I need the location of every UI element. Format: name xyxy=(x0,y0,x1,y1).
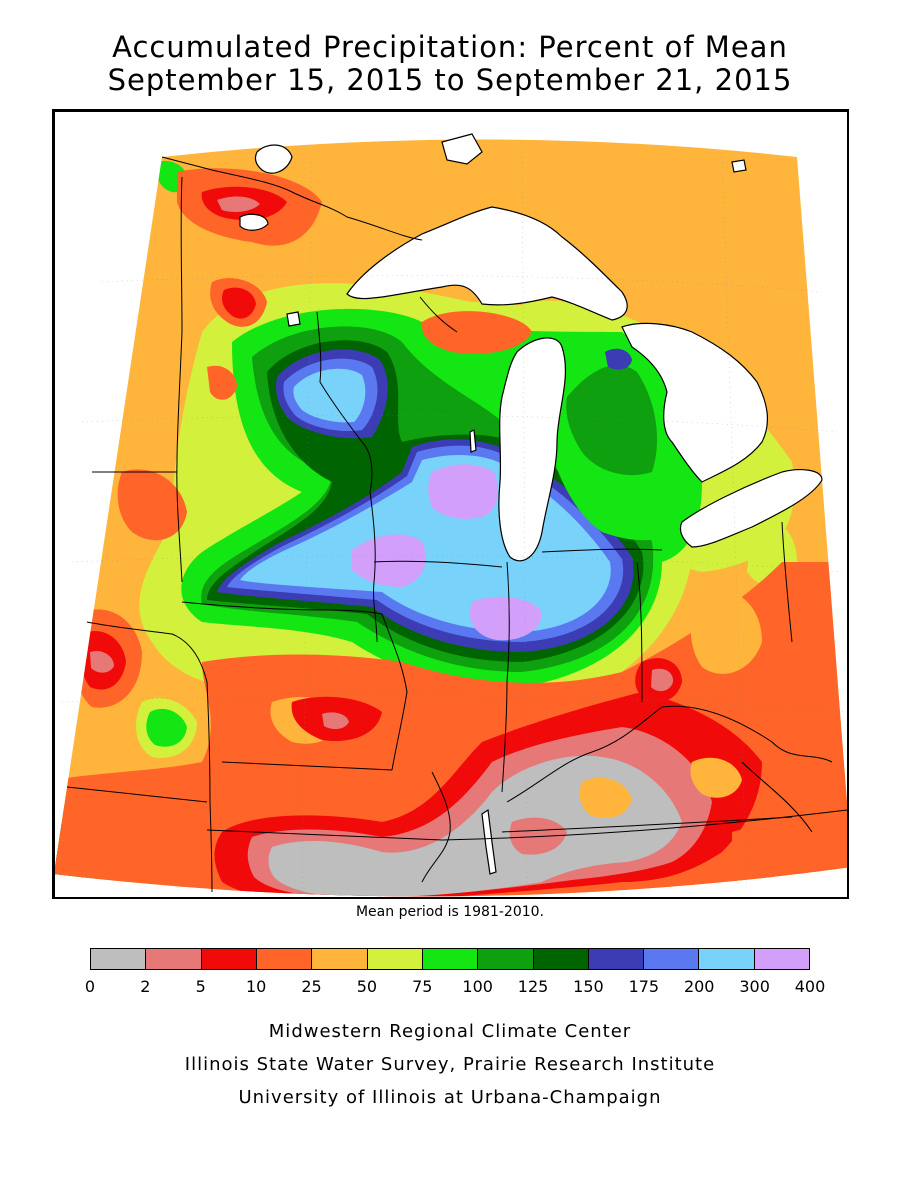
credit-isws: Illinois State Water Survey, Prairie Res… xyxy=(184,1054,716,1075)
border-mn-ia xyxy=(181,601,383,615)
legend-swatch-1 xyxy=(146,949,202,969)
lake-nipissing xyxy=(731,159,747,173)
lake-erie xyxy=(679,469,823,548)
border-ia-mo xyxy=(221,761,393,771)
lake-winnebago xyxy=(469,429,477,453)
legend-swatch-2 xyxy=(201,949,257,969)
lake-nipigon xyxy=(441,133,483,165)
legend-swatch-11 xyxy=(699,949,755,969)
band-100-125-west xyxy=(146,708,187,747)
boundaries xyxy=(66,156,847,893)
legend-swatch-6 xyxy=(422,949,479,969)
legend-tick: 175 xyxy=(628,977,660,996)
border-mo-ar xyxy=(206,809,847,841)
band-2-5-in xyxy=(651,668,674,692)
legend-tick: 0 xyxy=(84,977,96,996)
band-10-25-nd xyxy=(117,469,187,541)
band-300-400-center xyxy=(352,534,426,587)
lake-huron xyxy=(621,322,768,483)
river-mississippi xyxy=(421,771,451,883)
legend-tick: 200 xyxy=(683,977,715,996)
border-in-oh xyxy=(636,561,643,703)
border-wi-mi-up xyxy=(419,296,458,333)
legend-swatch-12 xyxy=(754,949,810,969)
credit-uiuc: University of Illinois at Urbana-Champai… xyxy=(238,1087,662,1108)
legend-tick: 100 xyxy=(462,977,493,996)
border-wv xyxy=(741,761,813,833)
band-10-25-se xyxy=(732,828,847,882)
band-100-125-michigan xyxy=(566,365,657,476)
band-2-5-ia xyxy=(322,712,349,730)
legend-swatch-4 xyxy=(312,949,368,969)
border-ia-il xyxy=(381,613,408,771)
band-2-5-sd xyxy=(90,650,114,673)
legend-swatch-8 xyxy=(533,949,589,969)
legend-tick: 75 xyxy=(412,977,433,996)
border-ne-ks xyxy=(66,786,208,803)
legend-color-bar xyxy=(90,948,810,970)
border-mn-nd xyxy=(176,176,183,583)
border-il-in xyxy=(501,561,510,793)
map-title: Accumulated Precipitation: Percent of Me… xyxy=(112,30,788,64)
precipitation-map xyxy=(52,109,849,899)
grid-dots xyxy=(61,141,847,897)
band-300-400-south xyxy=(469,596,542,641)
legend-tick: 25 xyxy=(301,977,322,996)
lake-red xyxy=(239,213,269,231)
legend-tick: 400 xyxy=(794,977,826,996)
legend-tick: 2 xyxy=(140,977,151,996)
river-ohio xyxy=(506,705,833,803)
border-oh-pa xyxy=(781,521,793,643)
border-sd-ne xyxy=(86,621,208,683)
legend-tick: 150 xyxy=(573,977,604,996)
lake-superior xyxy=(346,206,628,321)
band-10-25-mn2 xyxy=(207,365,237,400)
legend-swatch-7 xyxy=(478,949,534,969)
map-date-range: September 15, 2015 to September 21, 2015 xyxy=(107,63,793,97)
mean-period-note: Mean period is 1981-2010. xyxy=(355,904,545,920)
legend-swatch-0 xyxy=(91,949,147,969)
legend-swatch-3 xyxy=(256,949,313,969)
border-wi-il xyxy=(373,560,503,568)
legend-swatch-10 xyxy=(644,949,700,969)
band-10-25-ky xyxy=(579,777,632,819)
legend-tick: 50 xyxy=(356,977,378,996)
legend-tick: 125 xyxy=(517,977,549,996)
great-lakes xyxy=(239,133,823,875)
band-5-10-mn xyxy=(222,287,256,319)
legend-tick: 5 xyxy=(195,977,206,996)
border-canada-us xyxy=(161,156,423,241)
band-10-25-ky2 xyxy=(690,757,742,798)
band-0-2-south xyxy=(268,755,682,897)
lake-mille-lacs xyxy=(286,311,301,327)
legend-swatch-5 xyxy=(367,949,423,969)
border-mn-wi xyxy=(316,311,378,643)
border-ky-tn xyxy=(501,816,793,833)
legend-swatch-9 xyxy=(588,949,645,969)
band-25-50-in xyxy=(690,589,762,674)
band-2-5-nw xyxy=(217,196,260,212)
credit-mrcc: Midwestern Regional Climate Center xyxy=(268,1021,632,1042)
legend-tick: 10 xyxy=(245,977,267,996)
band-150-175-michigan xyxy=(605,348,632,370)
band-10-25-upper-mi xyxy=(421,311,532,354)
band-200-300 xyxy=(293,368,366,423)
lake-kentucky xyxy=(481,808,497,875)
band-300-400-north xyxy=(428,464,498,519)
legend-tick: 300 xyxy=(739,977,770,996)
border-mi-in xyxy=(541,548,663,553)
lake-of-the-woods xyxy=(254,144,293,174)
lake-michigan xyxy=(498,337,566,562)
border-ks-mo xyxy=(206,681,213,893)
